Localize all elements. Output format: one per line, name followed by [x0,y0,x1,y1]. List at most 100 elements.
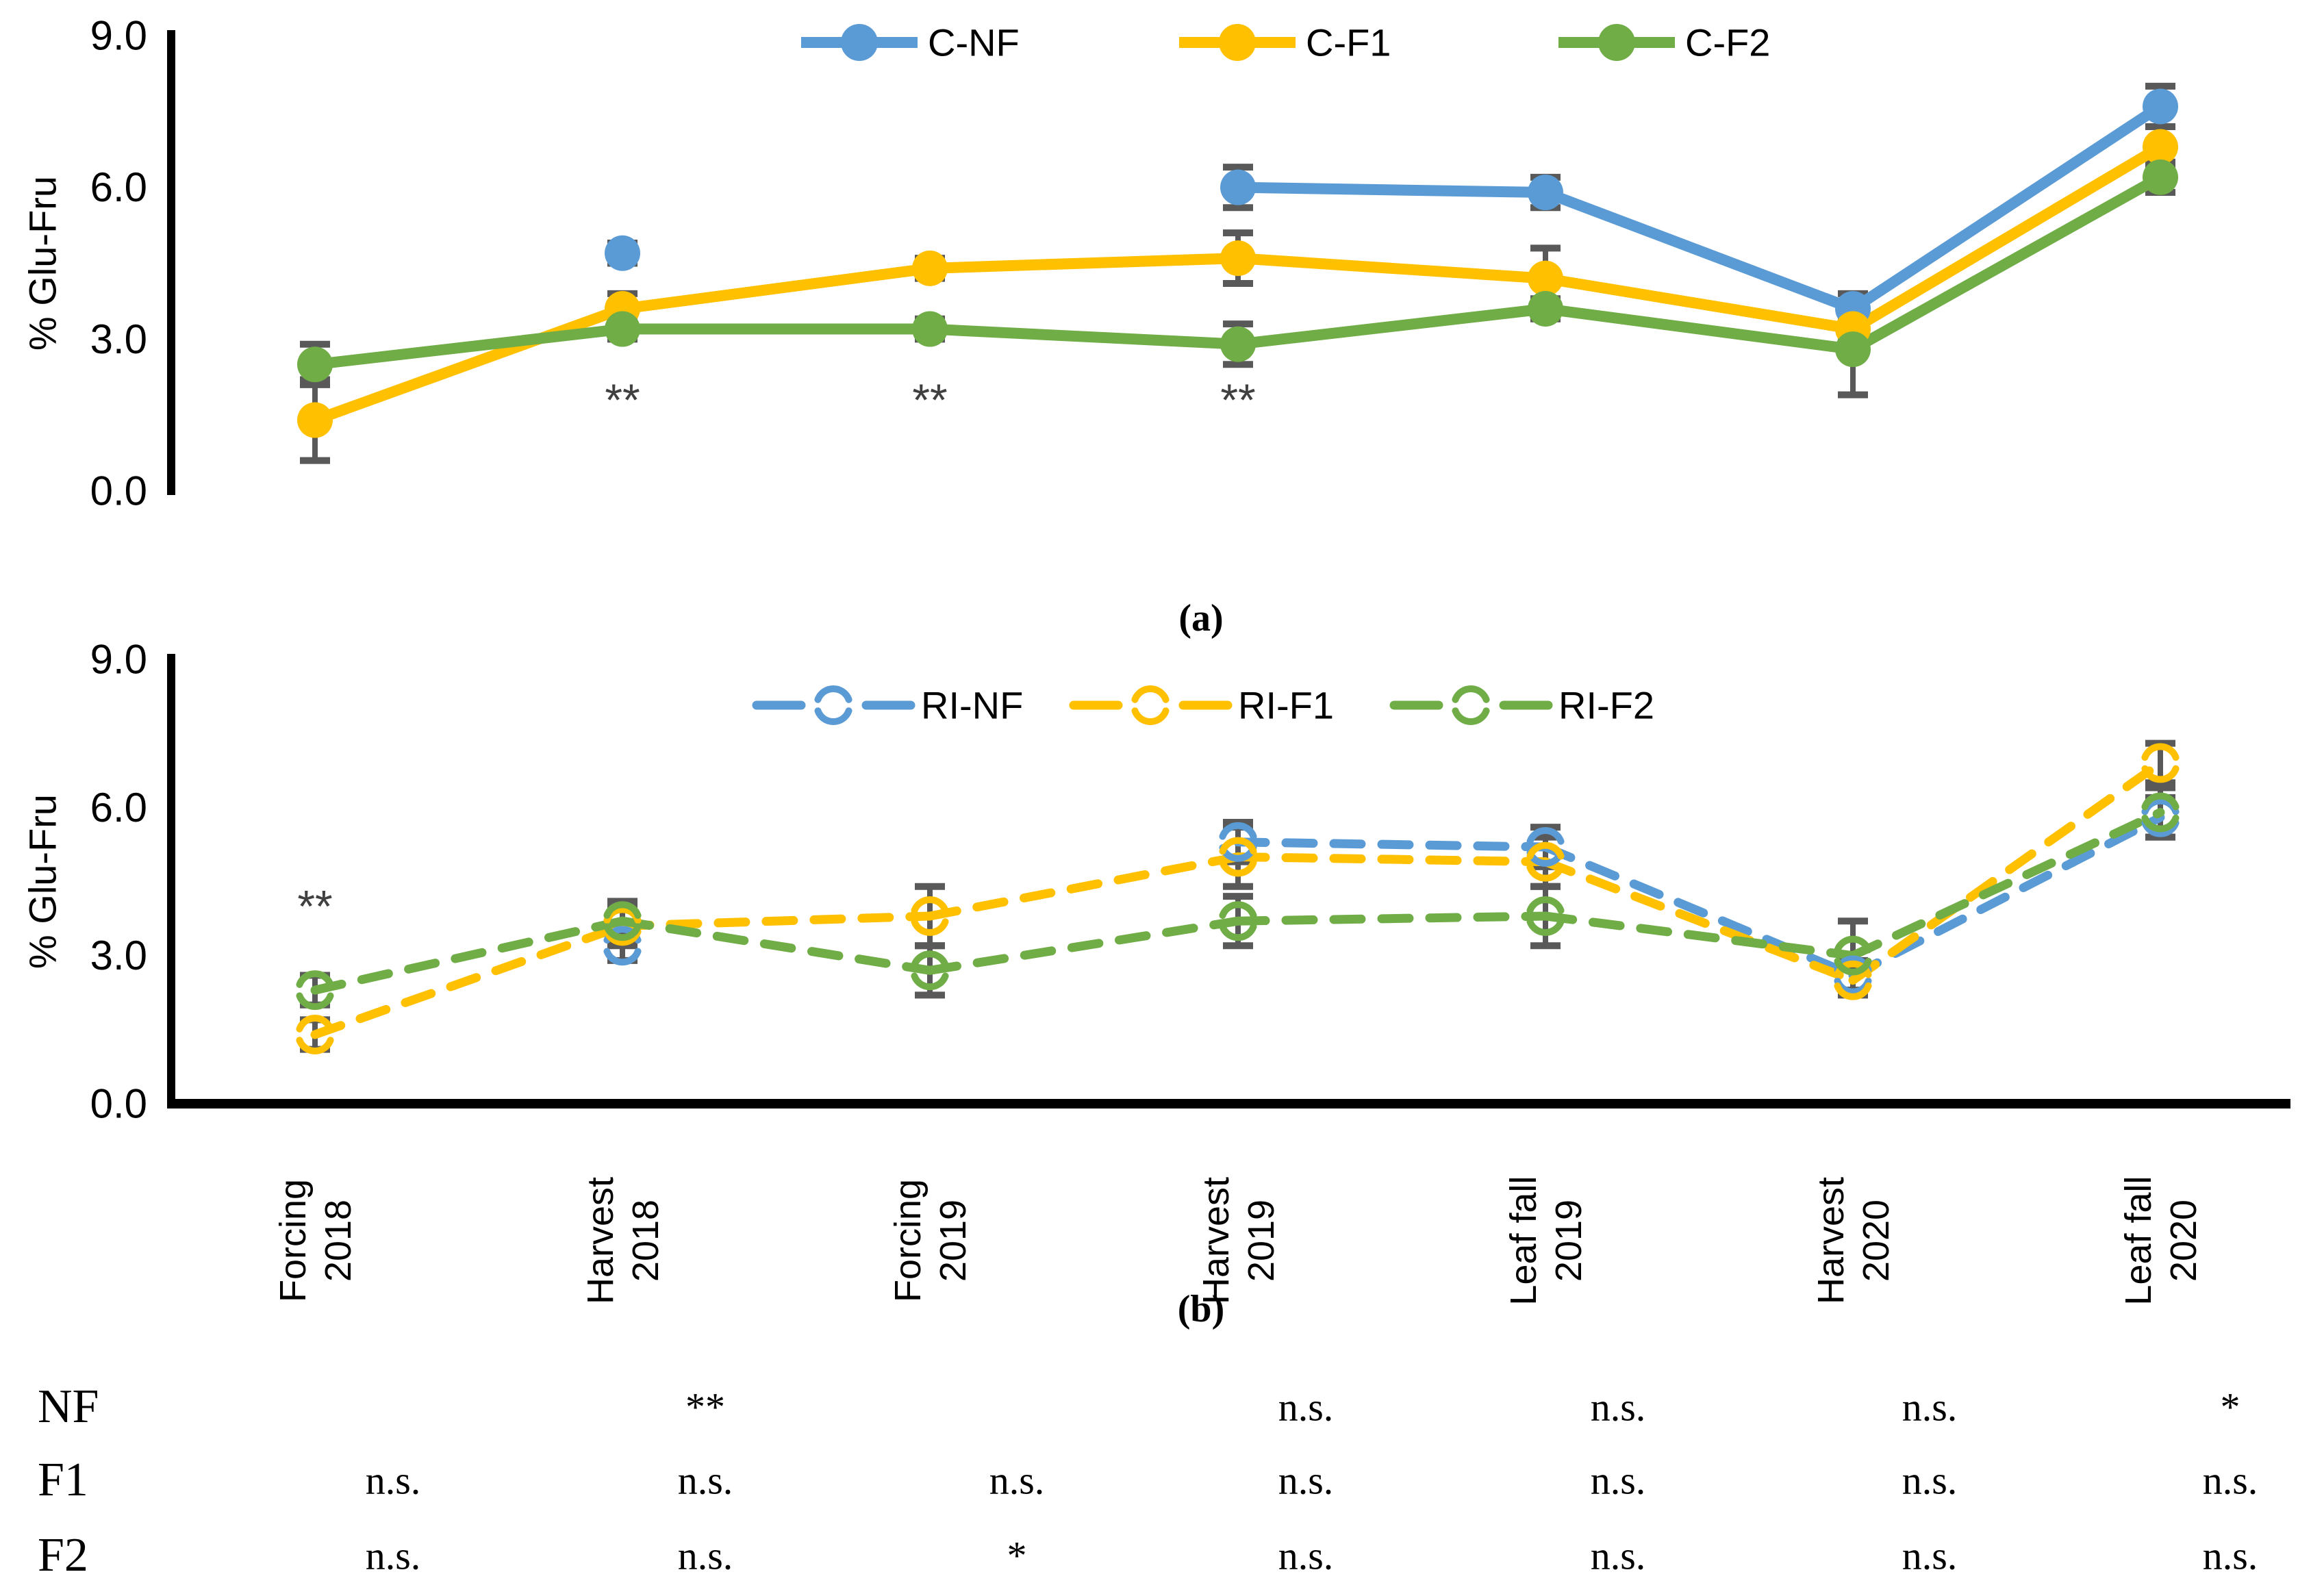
series-marker-icon [296,1037,334,1054]
y-tick-label: 6.0 [90,785,147,831]
series-line [1541,911,1858,961]
x-tick-label: Harvest [580,1177,621,1304]
legend-marker-icon [1598,24,1635,61]
significance-annotation: ** [1220,375,1255,425]
legend-label: C-F2 [1685,21,1770,64]
series-marker-icon [605,235,640,271]
x-tick-label: 2019 [1548,1200,1589,1282]
series-marker-icon [911,918,949,936]
series-line [1544,273,1854,335]
series-marker-icon [1131,707,1170,725]
series-marker-icon [1834,935,1872,954]
series-marker-icon [603,901,642,919]
series-marker-icon [297,346,333,383]
series-line [1849,142,2164,334]
x-tick-label: Leaf fall [1503,1176,1544,1305]
series-marker-icon [1834,957,1872,976]
series-marker-icon [296,1015,334,1033]
y-axis-title: % Glu-Fru [21,794,64,969]
series-marker-icon [1526,827,1565,845]
series-marker-icon [603,948,642,966]
series-marker-icon [1834,982,1872,1000]
series-line [1848,758,2165,985]
series-marker-icon [605,311,640,347]
caption-b: (b) [1177,1288,1225,1330]
series-marker-icon [2141,743,2180,761]
series-line [929,323,1239,350]
series-marker-icon [2141,765,2180,783]
series-marker-icon [1220,326,1256,362]
x-tick-label: Harvest [1196,1177,1237,1304]
series-line [310,916,627,995]
legend-label: C-NF [928,21,1020,64]
series-marker-icon [603,923,642,941]
series-marker-icon [1526,896,1565,914]
series-line [310,921,627,1039]
legend-label: RI-NF [921,684,1023,727]
y-tick-label: 9.0 [90,13,147,59]
series-marker-icon [2141,814,2180,833]
caption-a: (a) [1178,597,1224,639]
series-line [1543,187,1855,314]
series-marker-icon [1219,923,1257,941]
series-line [1233,852,1550,867]
y-tick-label: 0.0 [90,1081,147,1127]
series-marker-icon [1452,707,1490,725]
legend-marker-icon [841,24,878,61]
legend-label: RI-F2 [1558,684,1654,727]
y-tick-label: 9.0 [90,637,147,683]
series-marker-icon [2143,159,2178,195]
series-marker-icon [297,402,333,438]
x-tick-label: 2018 [318,1200,359,1282]
series-line [929,253,1239,274]
series-marker-icon [911,950,949,969]
series-line [1233,911,1550,926]
series-line [1233,837,1550,852]
series-marker-icon [1526,841,1565,860]
series-marker-icon [1528,260,1563,296]
significance-annotation: ** [605,375,640,425]
x-tick-label: 2019 [933,1200,974,1282]
series-line [618,911,935,930]
x-tick-label: Leaf fall [2118,1176,2159,1305]
series-marker-icon [1526,863,1565,882]
series-marker-icon [814,685,853,703]
series-marker-icon [1528,291,1563,327]
series-line [1544,303,1854,355]
y-tick-label: 3.0 [90,316,147,362]
series-marker-icon [1220,240,1256,277]
y-tick-label: 0.0 [90,468,147,514]
series-marker-icon [1220,169,1256,205]
y-tick-label: 3.0 [90,933,147,978]
series-line [1237,253,1546,284]
series-line [313,303,624,426]
x-tick-label: 2019 [1241,1200,1282,1282]
series-marker-icon [911,896,949,914]
series-marker-icon [2143,129,2178,165]
series-marker-icon [1526,918,1565,936]
series-marker-icon [814,707,853,725]
series-marker-icon [296,992,334,1011]
x-tick-label: 2018 [625,1200,666,1282]
series-line [1541,842,1858,980]
series-line [1541,857,1858,985]
series-marker-icon [1452,685,1490,703]
series-line [618,916,935,975]
series-marker-icon [1219,837,1257,855]
series-marker-icon [1219,859,1257,877]
series-marker-icon [1219,901,1257,919]
series-marker-icon [1835,331,1871,368]
series-marker-icon [296,970,334,988]
series-line [925,852,1243,921]
y-tick-label: 6.0 [90,164,147,210]
series-line [1237,181,1546,199]
x-tick-label: 2020 [1856,1200,1897,1282]
series-marker-icon [1528,175,1563,211]
legend-label: C-F1 [1306,21,1391,64]
legend-marker-icon [1219,24,1256,61]
series-marker-icon [911,972,949,991]
series-line [1237,303,1546,350]
series-line [1849,101,2164,314]
